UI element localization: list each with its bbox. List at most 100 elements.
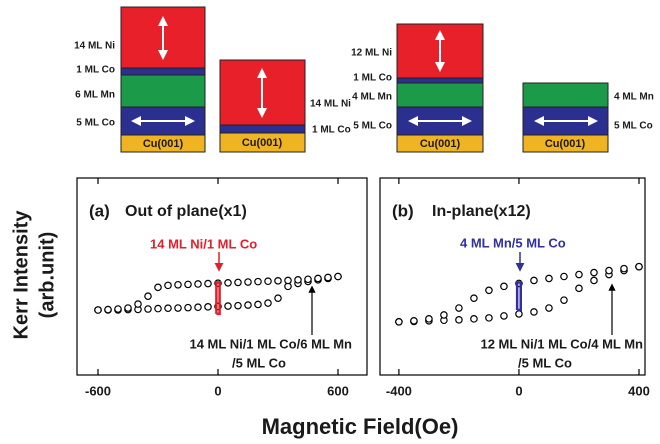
panel-title: In-plane(x12) <box>432 203 531 220</box>
data-point <box>205 280 211 286</box>
data-point <box>195 281 201 287</box>
data-point <box>315 275 321 281</box>
data-point <box>195 304 201 310</box>
data-point <box>225 280 231 286</box>
x-tick-label: -600 <box>85 383 111 398</box>
y-axis-label: (arb.unit) <box>36 232 58 319</box>
data-point <box>225 303 231 309</box>
layer-label: 14 ML Ni <box>310 99 351 110</box>
data-point <box>265 278 271 284</box>
data-point <box>561 297 567 303</box>
layer-label: 1 ML Co <box>353 73 392 84</box>
data-point <box>325 274 331 280</box>
data-point <box>175 282 181 288</box>
data-point <box>275 278 281 284</box>
substrate-label: Cu(001) <box>242 137 283 149</box>
x-tick-label: 400 <box>628 383 650 398</box>
y-axis-label: Kerr Intensity <box>10 210 32 340</box>
layer-label: 14 ML Ni <box>74 41 115 52</box>
annotation: 14 ML Ni/1 ML Co/6 ML Mn <box>189 336 352 351</box>
data-point <box>591 269 597 275</box>
data-point <box>255 301 261 307</box>
layer-label: 6 ML Mn <box>75 90 115 101</box>
data-point <box>561 273 567 279</box>
x-tick-label: 0 <box>515 383 522 398</box>
layer-label: 1 ML Co <box>312 125 351 136</box>
data-point <box>185 281 191 287</box>
x-tick-label: 600 <box>327 383 349 398</box>
data-point <box>285 277 291 283</box>
layer-label: 4 ML Mn <box>614 92 654 103</box>
annotation: 12 ML Ni/1 ML Co/4 ML Mn <box>480 336 643 351</box>
data-point <box>265 300 271 306</box>
data-point <box>531 277 537 283</box>
data-point <box>606 267 612 273</box>
panel-title: Out of plane(x1) <box>125 203 247 220</box>
data-point <box>471 295 477 301</box>
annotation: 4 ML Mn/5 ML Co <box>460 235 566 250</box>
x-tick-label: 0 <box>214 383 221 398</box>
data-point <box>165 282 171 288</box>
data-point <box>516 311 522 317</box>
data-point <box>295 277 301 283</box>
data-point <box>255 278 261 284</box>
layer-stack <box>121 7 205 152</box>
data-point <box>456 317 462 323</box>
data-point <box>501 313 507 319</box>
data-point <box>531 309 537 315</box>
panel-label: (b) <box>392 201 414 220</box>
data-point <box>621 265 627 271</box>
data-point <box>636 263 642 269</box>
substrate-label: Cu(001) <box>143 138 184 150</box>
annotation: /5 ML Co <box>518 355 572 370</box>
data-point <box>591 277 597 283</box>
layer-label: 4 ML Mn <box>352 92 392 103</box>
data-point <box>165 305 171 311</box>
data-point <box>546 305 552 311</box>
data-point <box>501 283 507 289</box>
x-axis-label: Magnetic Field(Oe) <box>262 414 459 439</box>
data-point <box>145 306 151 312</box>
data-point <box>245 279 251 285</box>
layer-label: 5 ML Co <box>353 121 392 132</box>
layer-label: 5 ML Co <box>76 118 115 129</box>
data-point <box>486 287 492 293</box>
data-point <box>115 306 121 312</box>
data-point <box>396 319 402 325</box>
data-point <box>411 318 417 324</box>
data-point <box>275 295 281 301</box>
data-point <box>441 312 447 318</box>
panel-label: (a) <box>89 201 110 220</box>
data-point <box>105 306 111 312</box>
data-point <box>185 304 191 310</box>
substrate-label: Cu(001) <box>545 138 586 150</box>
data-point <box>135 301 141 307</box>
annotation: /5 ML Co <box>232 355 286 370</box>
data-point <box>305 276 311 282</box>
data-point <box>576 285 582 291</box>
x-tick-label: -400 <box>386 383 412 398</box>
data-point <box>335 273 341 279</box>
data-point <box>175 305 181 311</box>
data-point <box>471 316 477 322</box>
figure: 14 ML Ni 1 ML Co 6 ML Mn 5 ML Co Cu(001)… <box>0 0 660 444</box>
layer-label: 5 ML Co <box>614 121 653 132</box>
data-point <box>235 302 241 308</box>
data-point <box>205 304 211 310</box>
substrate-label: Cu(001) <box>420 138 461 150</box>
data-point <box>456 305 462 311</box>
data-point <box>95 307 101 313</box>
data-point <box>576 271 582 277</box>
data-point <box>235 279 241 285</box>
data-point <box>426 316 432 322</box>
annotation: 14 ML Ni/1 ML Co <box>150 236 257 251</box>
layer-label: 1 ML Co <box>76 65 115 76</box>
data-point <box>546 275 552 281</box>
data-point <box>245 302 251 308</box>
data-point <box>486 315 492 321</box>
data-point <box>155 284 161 290</box>
layer-stack <box>397 24 483 152</box>
data-point <box>125 305 131 311</box>
layer-label: 12 ML Ni <box>351 48 392 59</box>
data-point <box>155 305 161 311</box>
